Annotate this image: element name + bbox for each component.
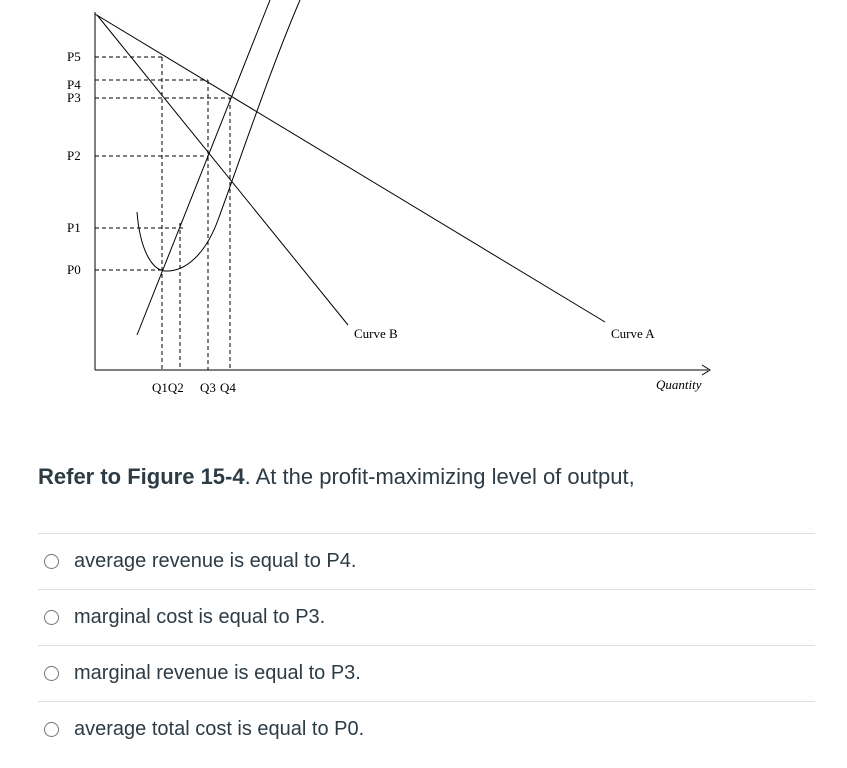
answer-label: marginal cost is equal to P3. — [74, 606, 326, 628]
x-axis-arrow — [701, 364, 711, 376]
answer-label: average total cost is equal to P0. — [74, 718, 365, 740]
quantity-label-q3: Q3 — [200, 380, 216, 395]
price-guides — [95, 56, 231, 370]
curve-b-label: Curve B — [354, 326, 398, 341]
quantity-label-q4: Q4 — [220, 380, 236, 395]
price-label-p3: P3 — [67, 90, 81, 105]
curve-a-label: Curve A — [611, 326, 655, 341]
radio-button[interactable] — [44, 554, 59, 569]
average-total-cost-curve — [136, 0, 301, 272]
answer-label: average revenue is equal to P4. — [74, 550, 357, 572]
curve-b — [96, 14, 349, 326]
curve-a — [94, 13, 606, 323]
figure-15-4: P5 P4 P3 P2 P1 P0 Q1Q2 Q3 Q4 Curve B Cur… — [67, 0, 711, 395]
x-axis-label: Quantity — [656, 377, 702, 392]
answer-option-2[interactable]: marginal cost is equal to P3. — [38, 589, 815, 645]
answer-option-4[interactable]: average total cost is equal to P0. — [38, 701, 815, 757]
answer-list: average revenue is equal to P4. marginal… — [38, 533, 815, 757]
radio-button[interactable] — [44, 722, 59, 737]
price-label-p5: P5 — [67, 49, 81, 64]
quantity-label-q1q2: Q1Q2 — [152, 380, 184, 395]
price-label-p4: P4 — [67, 77, 81, 92]
answer-label: marginal revenue is equal to P3. — [74, 662, 361, 684]
answer-option-1[interactable]: average revenue is equal to P4. — [38, 533, 815, 589]
figure-reference: Refer to Figure 15-4 — [38, 464, 245, 489]
price-label-p2: P2 — [67, 148, 81, 163]
question-body: . At the profit-maximizing level of outp… — [244, 464, 635, 489]
price-label-p1: P1 — [67, 220, 81, 235]
question-text: Refer to Figure 15-4. At the profit-maxi… — [38, 462, 828, 492]
price-label-p0: P0 — [67, 262, 81, 277]
radio-button[interactable] — [44, 666, 59, 681]
answer-option-3[interactable]: marginal revenue is equal to P3. — [38, 645, 815, 701]
marginal-cost-curve — [136, 0, 271, 336]
radio-button[interactable] — [44, 610, 59, 625]
